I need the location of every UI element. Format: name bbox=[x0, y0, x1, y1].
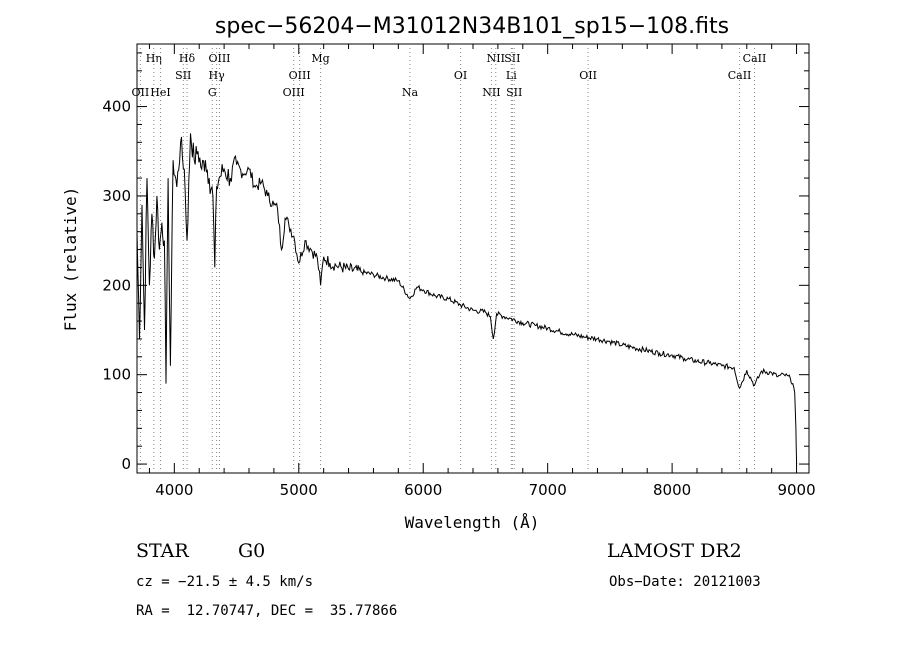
marker-label: SII bbox=[506, 86, 522, 99]
x-tick-label: 6000 bbox=[404, 481, 442, 499]
marker-label: Hδ bbox=[179, 52, 196, 65]
chart-title: spec−56204−M31012N34B101_sp15−108.fits bbox=[215, 14, 729, 39]
observation-date: Obs−Date: 20121003 bbox=[609, 574, 761, 590]
y-tick-label: 200 bbox=[102, 276, 131, 294]
x-axis-label: Wavelength (Å) bbox=[405, 513, 540, 532]
marker-label: NII bbox=[487, 52, 505, 65]
spectrum-line bbox=[136, 133, 798, 465]
y-tick-label: 0 bbox=[121, 455, 131, 473]
marker-label: G bbox=[208, 86, 217, 99]
redshift-text: cz = −21.5 ± 4.5 km/s bbox=[136, 574, 314, 590]
marker-label: Na bbox=[402, 86, 419, 99]
marker-label: Hη bbox=[146, 52, 162, 65]
x-tick-label: 7000 bbox=[529, 481, 567, 499]
plot-frame bbox=[136, 43, 810, 474]
x-tick-label: 9000 bbox=[777, 481, 815, 499]
marker-label: SII bbox=[175, 69, 191, 82]
marker-label: OIII bbox=[283, 86, 305, 99]
y-tick-label: 100 bbox=[102, 366, 131, 384]
marker-label: NII bbox=[482, 86, 500, 99]
marker-label: OI bbox=[454, 69, 467, 82]
marker-label: CaII bbox=[743, 52, 767, 65]
y-tick-label: 300 bbox=[102, 187, 131, 205]
marker-label: SII bbox=[504, 52, 520, 65]
y-axis-label: Flux (relative) bbox=[61, 187, 80, 332]
x-tick-label: 5000 bbox=[280, 481, 318, 499]
marker-label: Li bbox=[506, 69, 517, 82]
object-class: STAR bbox=[136, 540, 189, 562]
marker-label: Mg bbox=[311, 52, 329, 65]
marker-label: CaII bbox=[728, 69, 752, 82]
y-tick-label: 400 bbox=[102, 98, 131, 116]
marker-label: OII bbox=[132, 86, 150, 99]
marker-label: OIII bbox=[289, 69, 311, 82]
marker-label: HeI bbox=[150, 86, 170, 99]
survey-name: LAMOST DR2 bbox=[607, 540, 742, 562]
object-subclass: G0 bbox=[238, 540, 266, 562]
x-tick-label: 8000 bbox=[653, 481, 691, 499]
axis-ticks: 4000 5000 6000 7000 8000 9000 0 100 200 300 400 bbox=[102, 44, 816, 499]
marker-label: Hγ bbox=[209, 69, 226, 82]
marker-label: OIII bbox=[208, 52, 230, 65]
coordinates-text: RA = 12.70747, DEC = 35.77866 bbox=[136, 603, 398, 619]
marker-label: OII bbox=[579, 69, 597, 82]
x-tick-label: 4000 bbox=[155, 481, 193, 499]
